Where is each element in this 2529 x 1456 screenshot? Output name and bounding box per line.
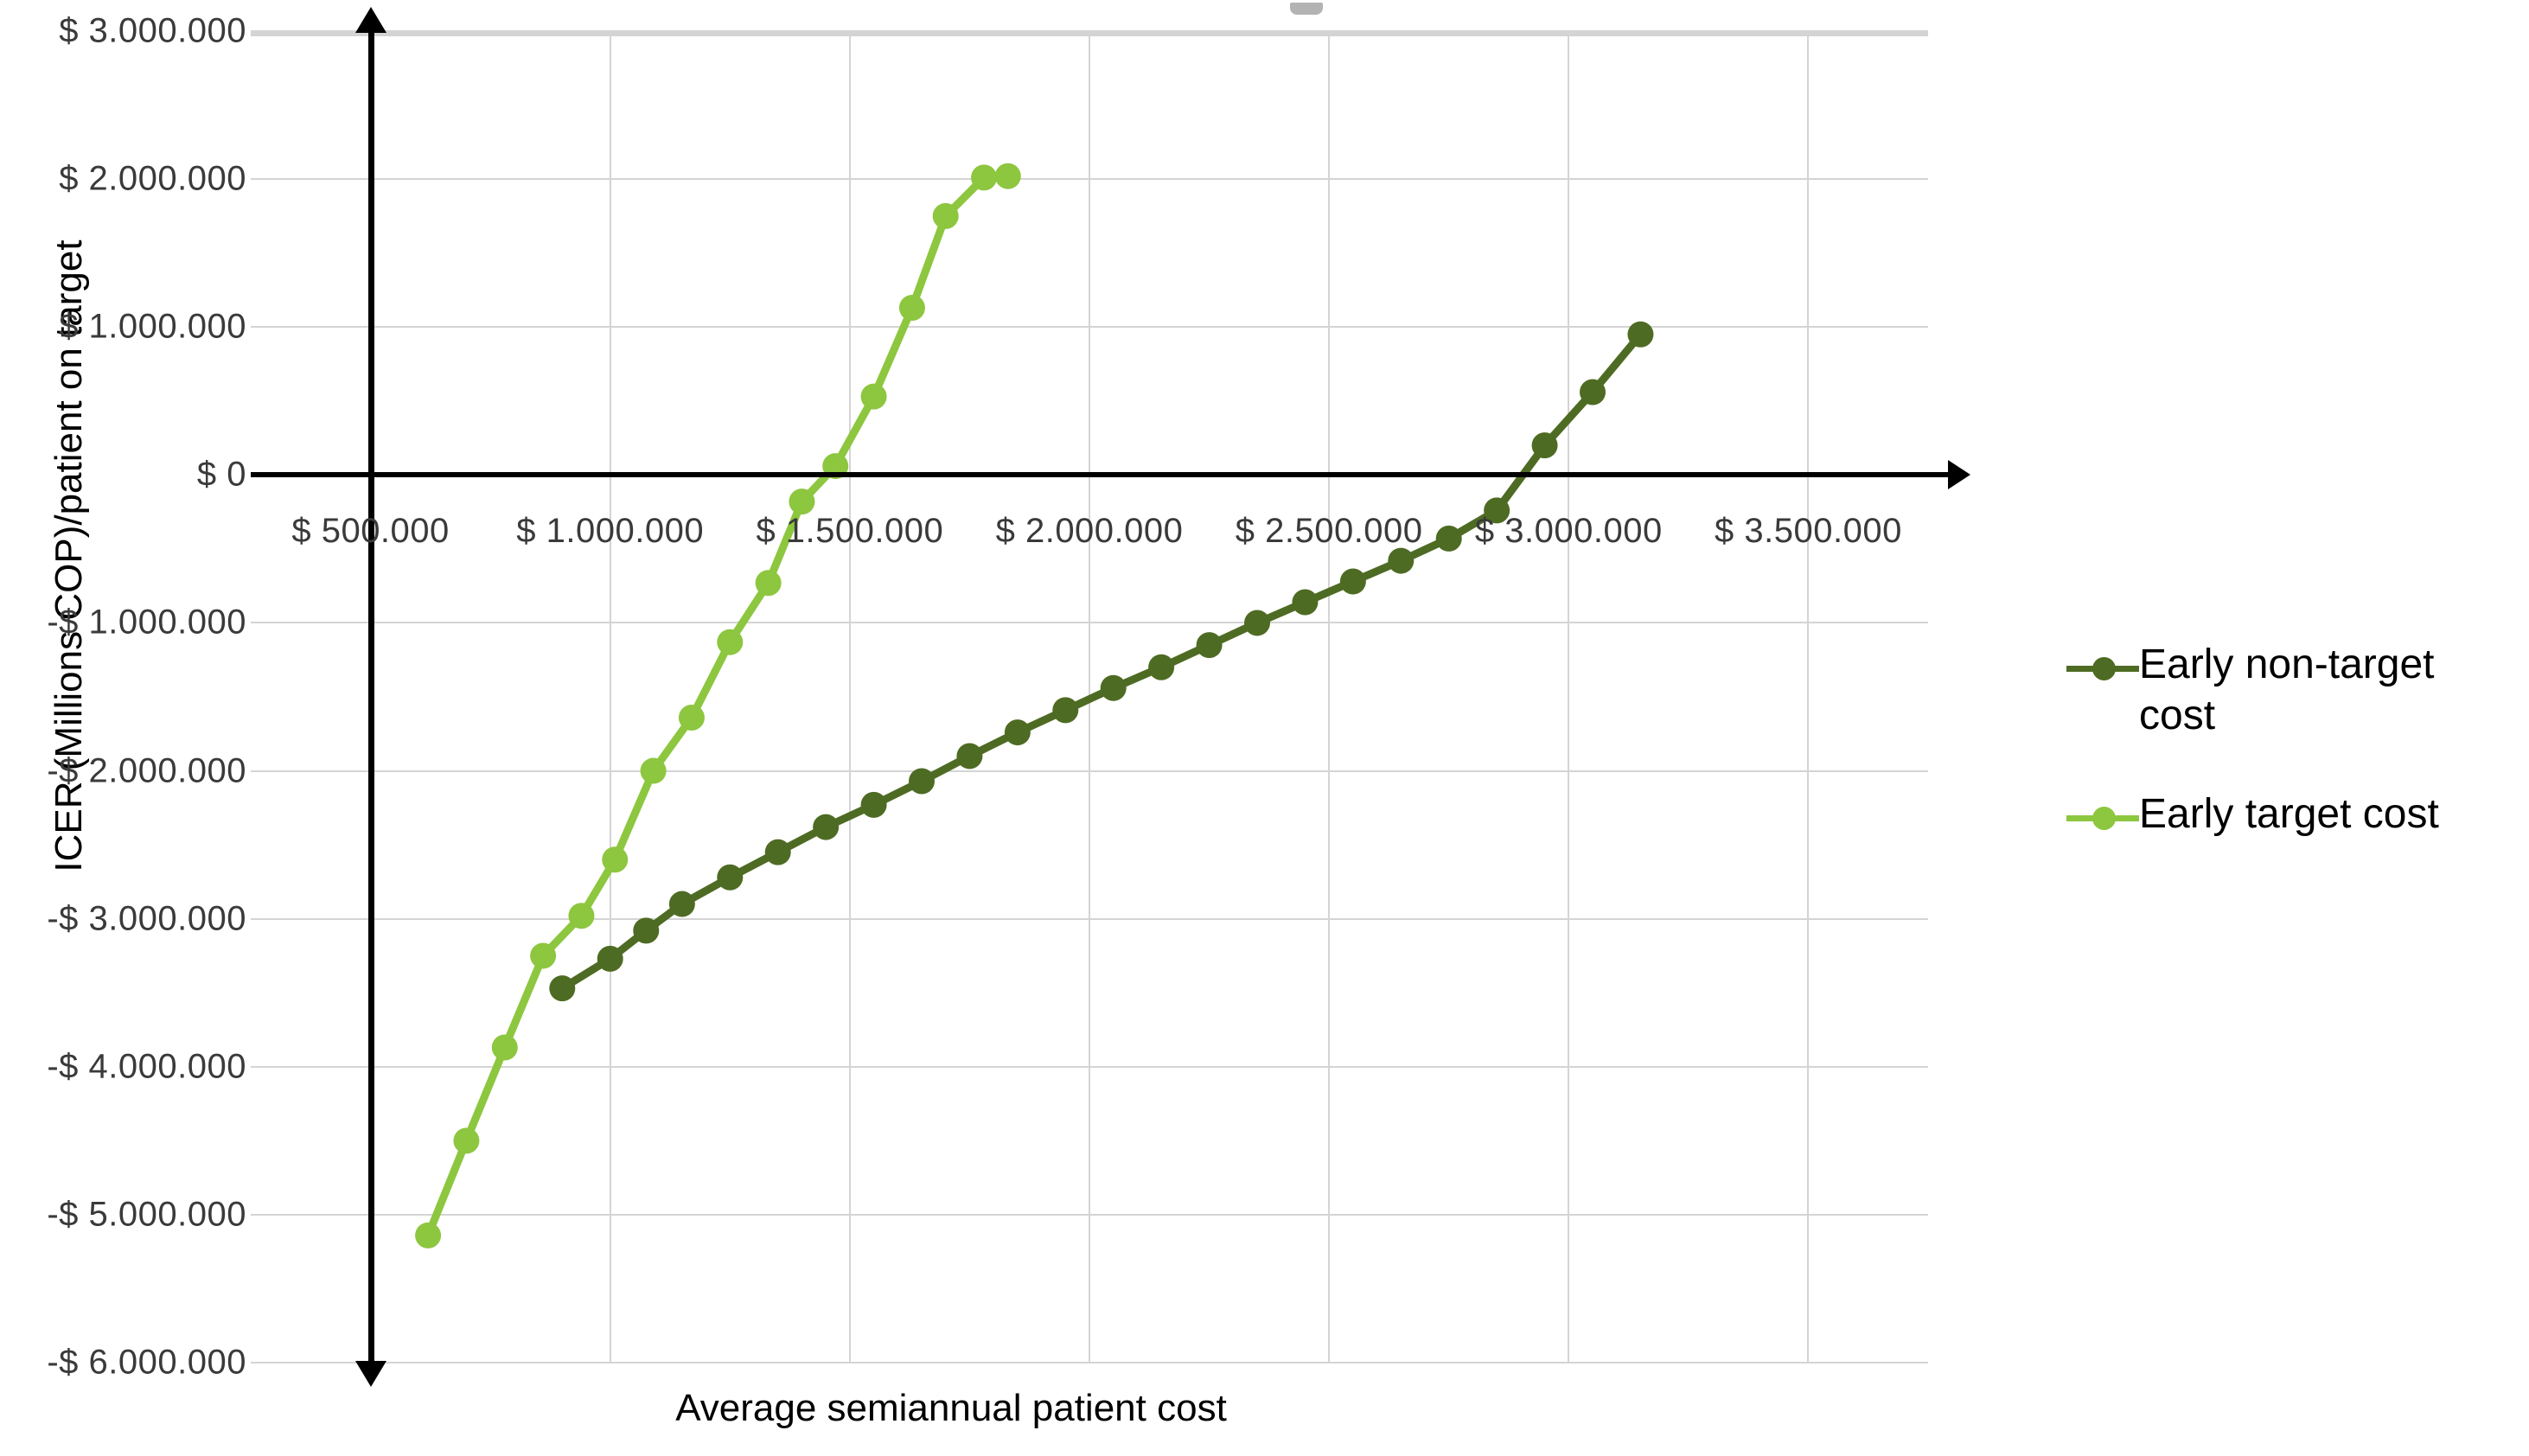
y-axis-line: [367, 31, 374, 1363]
series-marker: [1580, 379, 1606, 406]
series-marker: [530, 942, 557, 969]
series-marker: [971, 164, 998, 191]
series-marker: [1531, 432, 1558, 459]
series-marker: [1004, 719, 1031, 746]
gridline-vertical: [1807, 31, 1810, 1363]
chart-legend: Early non-target cost Early target cost: [2066, 640, 2516, 889]
series-marker: [909, 768, 935, 795]
legend-label: Early non-target cost: [2139, 642, 2435, 738]
series-marker: [602, 846, 629, 873]
y-tick-label: $ 1.000.000: [59, 307, 246, 346]
y-tick-label: $ 3.000.000: [59, 11, 246, 50]
series-marker: [1244, 610, 1270, 636]
series-marker: [717, 629, 744, 655]
series-marker: [1484, 497, 1510, 524]
series-marker: [678, 704, 705, 731]
x-axis-title: Average semiannual patient cost: [675, 1387, 1227, 1429]
legend-marker-icon: [2066, 645, 2139, 690]
gridline-horizontal: [251, 1362, 1928, 1363]
x-tick-label: $ 2.000.000: [995, 512, 1184, 550]
x-tick-label: $ 500.000: [291, 512, 450, 550]
x-tick-label: $ 3.500.000: [1715, 512, 1902, 550]
series-marker: [994, 163, 1021, 189]
legend-dot-icon: [2092, 657, 2116, 680]
legend-label: Early target cost: [2139, 791, 2439, 838]
series-marker: [898, 294, 925, 321]
legend-item[interactable]: Early target cost: [2066, 789, 2516, 840]
y-tick-label: -$ 1.000.000: [47, 603, 246, 642]
legend-item[interactable]: Early non-target cost: [2066, 640, 2516, 741]
series-marker: [1100, 674, 1127, 701]
x-axis-arrow-icon: [1948, 460, 1970, 490]
y-tick-label: -$ 3.000.000: [47, 899, 246, 938]
y-tick-label-layer: $ 3.000.000 $ 2.000.000 $ 1.000.000 $ 0 -$ 1…: [0, 12, 246, 1382]
series-marker: [1148, 654, 1175, 680]
series-marker: [1435, 525, 1462, 552]
gridline-vertical: [609, 31, 611, 1363]
gridline-vertical: [848, 31, 851, 1363]
series-marker: [1292, 589, 1319, 616]
legend-dot-icon: [2092, 807, 2116, 831]
series-marker: [549, 975, 576, 1002]
y-axis-arrow-down-icon: [354, 1361, 386, 1387]
series-marker: [1627, 321, 1654, 348]
x-axis-line: [251, 472, 1950, 478]
series-marker: [956, 743, 983, 770]
series-marker: [860, 791, 887, 818]
series-layer: [415, 163, 1654, 1248]
y-tick-label: -$ 6.000.000: [47, 1343, 246, 1382]
x-tick-label: $ 1.500.000: [756, 512, 944, 550]
series-line: [424, 172, 1012, 1240]
x-tick-label: $ 1.000.000: [516, 512, 705, 550]
gridline-vertical: [1328, 31, 1331, 1363]
series-marker: [1388, 547, 1415, 574]
series-marker: [813, 814, 840, 840]
x-tick-label: $ 3.000.000: [1474, 512, 1663, 550]
top-artifact: [1290, 3, 1323, 15]
series-marker: [755, 570, 782, 597]
series-marker: [453, 1127, 480, 1154]
series-marker: [668, 891, 695, 917]
series-marker: [640, 757, 667, 784]
series-marker: [415, 1222, 442, 1248]
y-tick-label: $ 2.000.000: [59, 159, 246, 198]
y-tick-label: $ 0: [196, 455, 246, 494]
series-marker: [1196, 632, 1223, 659]
x-tick-label: $ 2.500.000: [1235, 512, 1423, 550]
y-tick-label: -$ 2.000.000: [47, 751, 246, 790]
series-marker: [789, 489, 815, 515]
gridline-vertical: [1568, 31, 1570, 1363]
series-marker: [633, 917, 660, 944]
series-marker: [1339, 568, 1366, 595]
series-marker: [932, 202, 959, 229]
series-marker: [1052, 697, 1079, 724]
y-tick-label: -$ 5.000.000: [47, 1195, 246, 1234]
series-marker: [491, 1034, 518, 1061]
y-tick-label: -$ 4.000.000: [47, 1047, 246, 1086]
series-marker: [764, 839, 791, 865]
series-marker: [717, 864, 744, 891]
series-marker: [597, 945, 623, 972]
legend-marker-icon: [2066, 795, 2139, 840]
series-marker: [860, 383, 887, 410]
plot-area: [251, 7, 1970, 1387]
x-tick-label-layer: $ 500.000 $ 1.000.000 $ 1.500.000 $ 2.000.0…: [251, 512, 1928, 559]
y-axis-arrow-up-icon: [354, 7, 386, 33]
series-marker: [568, 903, 595, 929]
